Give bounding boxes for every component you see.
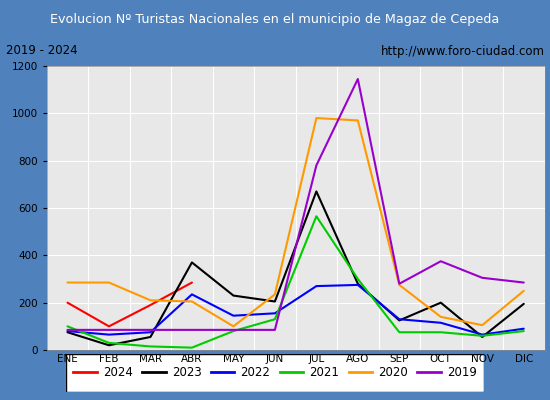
Text: http://www.foro-ciudad.com: http://www.foro-ciudad.com <box>381 44 544 58</box>
Text: 2019 - 2024: 2019 - 2024 <box>6 44 77 58</box>
Text: Evolucion Nº Turistas Nacionales en el municipio de Magaz de Cepeda: Evolucion Nº Turistas Nacionales en el m… <box>51 12 499 26</box>
Legend: 2024, 2023, 2022, 2021, 2020, 2019: 2024, 2023, 2022, 2021, 2020, 2019 <box>69 362 481 384</box>
